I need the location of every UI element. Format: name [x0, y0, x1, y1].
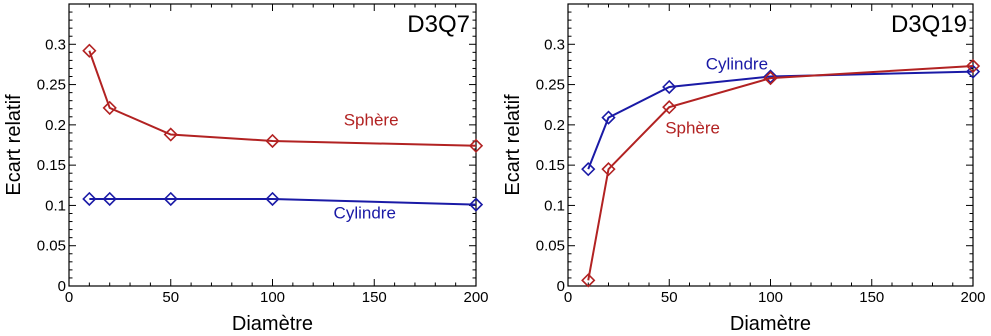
y-tick-label: 0.05: [37, 238, 66, 255]
chart-panel-2: 0 50 100 150 200 0 0.05 0.1 0.15 0.2 0.25 0.3 Diamèt…: [502, 3, 986, 335]
data-point-marker: [965, 64, 981, 79]
data-point-marker: [601, 110, 616, 125]
data-point-marker: [601, 162, 616, 177]
data-point-marker: [163, 127, 178, 142]
x-tick-label: 0: [564, 289, 572, 306]
y-tick-label: 0.1: [544, 197, 565, 214]
series-line: [587, 65, 974, 281]
y-tick-label: 0: [557, 278, 565, 295]
y-tick-label: 0.3: [45, 36, 66, 53]
data-point-marker: [82, 191, 97, 207]
series-sphre: Sphère: [581, 58, 981, 288]
data-point-marker: [662, 100, 677, 115]
data-point-marker: [763, 70, 778, 86]
y-tick-label: 0.3: [544, 36, 565, 53]
x-tick-label: 50: [162, 289, 179, 306]
y-axis-label: Ecart relatif: [3, 94, 25, 196]
x-tick-label: 200: [463, 289, 488, 306]
data-point-marker: [763, 69, 778, 84]
chart-title: D3Q19: [891, 11, 967, 38]
y-tick-label: 0: [58, 278, 66, 295]
data-point-marker: [468, 138, 484, 153]
data-point-marker: [265, 191, 280, 207]
y-tick-label: 0.1: [45, 197, 66, 214]
x-axis-label: Diamètre: [232, 313, 313, 335]
y-tick-label: 0.15: [37, 157, 66, 174]
series-line: [587, 70, 974, 170]
y-tick-label: 0.15: [536, 157, 565, 174]
series-cylindre: Cylindre: [82, 191, 484, 222]
y-tick-label: 0.05: [536, 238, 565, 255]
series-label: Sphère: [665, 119, 720, 138]
data-point-marker: [581, 162, 596, 177]
y-tick-label: 0.25: [536, 77, 565, 94]
data-point-marker: [82, 43, 97, 58]
series-label: Cylindre: [706, 54, 768, 73]
series-cylindre: Cylindre: [581, 54, 981, 177]
x-axis-label: Diamètre: [730, 313, 811, 335]
series-label: Cylindre: [334, 203, 396, 222]
data-point-marker: [662, 79, 677, 95]
data-point-marker: [265, 133, 280, 149]
data-point-marker: [163, 191, 178, 207]
x-tick-label: 150: [859, 289, 884, 306]
data-point-marker: [102, 191, 117, 207]
plot-frame: [567, 3, 974, 287]
x-tick-label: 0: [65, 289, 73, 306]
chart-title: D3Q7: [407, 11, 470, 38]
series-line: [89, 197, 477, 206]
series-sphre: Sphère: [82, 43, 484, 153]
x-tick-label: 50: [661, 289, 678, 306]
x-tick-label: 100: [758, 289, 783, 306]
y-tick-label: 0.2: [45, 117, 66, 134]
data-point-marker: [102, 100, 117, 116]
y-axis-label: Ecart relatif: [502, 94, 524, 196]
series-label: Sphère: [344, 111, 399, 130]
y-tick-label: 0.2: [544, 117, 565, 134]
x-tick-label: 200: [960, 289, 985, 306]
x-tick-label: 100: [260, 289, 285, 306]
series-line: [88, 50, 477, 147]
data-point-marker: [468, 197, 484, 212]
x-tick-label: 150: [362, 289, 387, 306]
chart-panel-1: 0 50 100 150 200 0 0.05 0.1 0.15 0.2 0.25 0.3 Diamèt…: [3, 3, 489, 335]
data-point-marker: [965, 58, 981, 74]
y-tick-label: 0.25: [37, 77, 66, 94]
data-point-marker: [581, 273, 596, 288]
